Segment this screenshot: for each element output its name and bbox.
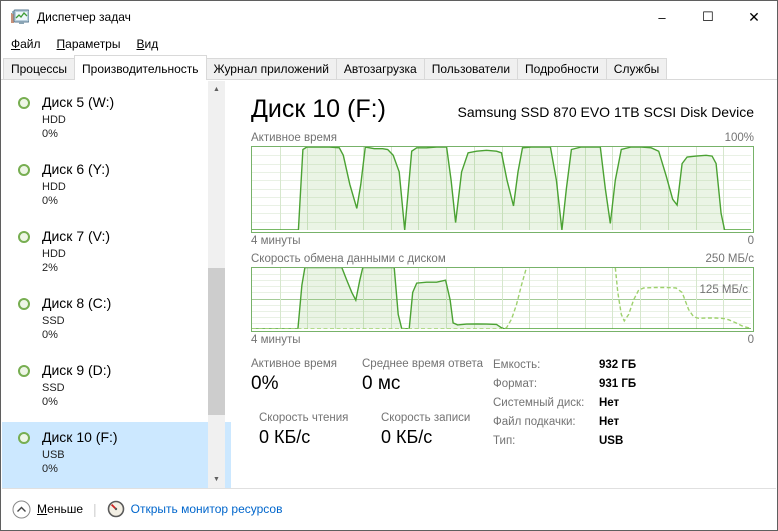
maximize-button[interactable]: ☐ (685, 1, 731, 33)
read-speed-stat: Скорость чтения 0 КБ/с (259, 412, 349, 447)
performance-sidebar: Диск 5 (W:) HDD 0% Диск 6 (Y:) HDD 0% Ди… (2, 81, 231, 489)
chart2-timespan-label: 4 минуты (251, 334, 301, 346)
close-button[interactable]: ✕ (731, 1, 777, 33)
sidebar-item-disk[interactable]: Диск 9 (D:) SSD 0% (2, 355, 231, 422)
sidebar-item-disk[interactable]: Диск 5 (W:) HDD 0% (2, 87, 231, 154)
chart1-title: Активное время (251, 132, 338, 144)
tab[interactable]: Журнал приложений (205, 58, 337, 79)
sidebar-item-disk[interactable]: Диск 8 (C:) SSD 0% (2, 288, 231, 355)
write-speed-stat: Скорость записи 0 КБ/с (381, 412, 471, 447)
disk-usage-ring-icon (18, 365, 30, 377)
disk-usage-ring-icon (18, 231, 30, 243)
chart2-zero-label: 0 (747, 334, 754, 346)
menu-item[interactable]: Файл (11, 37, 41, 51)
fewer-details-button[interactable]: Меньше (12, 500, 83, 519)
property-row: Системный диск: Нет (493, 397, 620, 409)
active-time-chart (251, 146, 754, 233)
tab[interactable]: Подробности (517, 58, 607, 79)
titlebar: Диспетчер задач – ☐ ✕ (1, 1, 777, 33)
property-row: Тип: USB (493, 435, 624, 447)
active-time-stat: Активное время 0% (251, 358, 338, 394)
device-name: Samsung SSD 870 EVO 1TB SCSI Disk Device (457, 104, 754, 120)
menu-item[interactable]: Параметры (56, 37, 121, 51)
page-title: Диск 10 (F:) (251, 95, 386, 123)
footer-bar: Меньше | Открыть монитор ресурсов (2, 488, 776, 529)
chart2-mid-label: 125 МБ/с (699, 284, 748, 296)
scrollbar-thumb[interactable] (208, 268, 225, 415)
scrollbar-up-icon[interactable]: ▲ (213, 86, 220, 93)
property-row: Файл подкачки: Нет (493, 416, 620, 428)
chart1-max-label: 100% (724, 132, 754, 144)
disk-stats: Активное время 0% Среднее время ответа 0… (251, 356, 754, 486)
chart2-max-label: 250 МБ/с (705, 253, 754, 265)
property-row: Формат: 931 ГБ (493, 378, 637, 390)
tab-strip: Процессы Производительность Журнал приложе… (1, 55, 777, 80)
disk-usage-ring-icon (18, 164, 30, 176)
sidebar-item-disk[interactable]: Диск 10 (F:) USB 0% (2, 422, 231, 489)
disk-detail-pane: Диск 10 (F:) Samsung SSD 870 EVO 1TB SCS… (231, 81, 776, 488)
menubar: Файл Параметры Вид (1, 33, 777, 55)
chevron-up-circle-icon (12, 500, 31, 518)
resource-monitor-gauge-icon (107, 500, 124, 518)
transfer-rate-chart: 125 МБ/с (251, 267, 754, 332)
menu-item[interactable]: Вид (136, 37, 159, 51)
disk-usage-ring-icon (18, 97, 30, 109)
disk-usage-ring-icon (18, 432, 30, 444)
tab[interactable]: Производительность (74, 55, 207, 80)
disk-properties: Емкость: 932 ГБ Формат: 931 ГБ Системный… (493, 356, 636, 451)
content-area: Диск 5 (W:) HDD 0% Диск 6 (Y:) HDD 0% Ди… (2, 81, 776, 489)
window-title: Диспетчер задач (37, 10, 131, 24)
scrollbar-down-icon[interactable]: ▼ (213, 476, 220, 483)
sidebar-item-disk[interactable]: Диск 6 (Y:) HDD 0% (2, 154, 231, 221)
open-resource-monitor-link[interactable]: Открыть монитор ресурсов (107, 500, 282, 518)
disk-usage-ring-icon (18, 298, 30, 310)
chart1-zero-label: 0 (747, 235, 754, 247)
app-icon (11, 9, 29, 24)
sidebar-scrollbar[interactable]: ▲ ▼ (208, 81, 225, 488)
sidebar-item-disk[interactable]: Диск 7 (V:) HDD 2% (2, 221, 231, 288)
property-row: Емкость: 932 ГБ (493, 359, 637, 371)
tab[interactable]: Службы (605, 58, 668, 79)
chart2-title: Скорость обмена данными с диском (251, 253, 446, 265)
tab[interactable]: Автозагрузка (335, 58, 425, 79)
tab[interactable]: Пользователи (423, 58, 519, 79)
tab[interactable]: Процессы (3, 58, 76, 79)
footer-separator: | (93, 501, 97, 517)
minimize-button[interactable]: – (639, 1, 685, 33)
chart1-timespan-label: 4 минуты (251, 235, 301, 247)
response-time-stat: Среднее время ответа 0 мс (362, 358, 484, 394)
